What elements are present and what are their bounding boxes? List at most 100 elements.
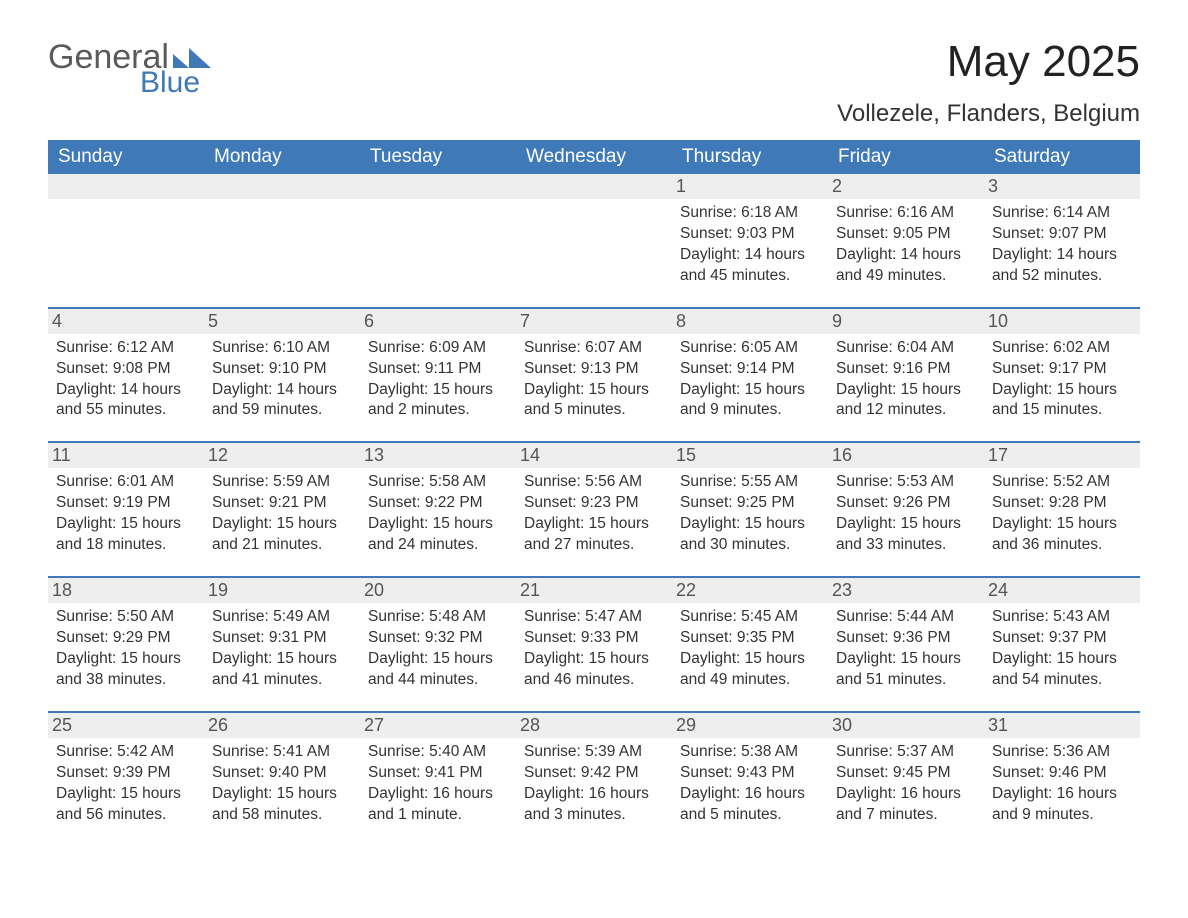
day-body: Sunrise: 6:18 AMSunset: 9:03 PMDaylight:… — [680, 203, 820, 287]
day-number: 20 — [360, 578, 516, 603]
sunrise-text: Sunrise: 5:55 AM — [680, 472, 820, 493]
daylight-text: Daylight: 15 hours and 24 minutes. — [368, 514, 508, 556]
day-body: Sunrise: 5:37 AMSunset: 9:45 PMDaylight:… — [836, 742, 976, 826]
header-row: General Blue May 2025 Vollezele, Flander… — [48, 40, 1140, 128]
sunset-text: Sunset: 9:23 PM — [524, 493, 664, 514]
sunset-text: Sunset: 9:28 PM — [992, 493, 1132, 514]
sunset-text: Sunset: 9:22 PM — [368, 493, 508, 514]
daylight-text: Daylight: 15 hours and 36 minutes. — [992, 514, 1132, 556]
daylight-text: Daylight: 16 hours and 9 minutes. — [992, 784, 1132, 826]
sunset-text: Sunset: 9:10 PM — [212, 359, 352, 380]
sunset-text: Sunset: 9:05 PM — [836, 224, 976, 245]
calendar-week: 11Sunrise: 6:01 AMSunset: 9:19 PMDayligh… — [48, 442, 1140, 577]
weekday-header: Sunday — [48, 140, 204, 174]
daylight-text: Daylight: 15 hours and 38 minutes. — [56, 649, 196, 691]
weekday-header: Saturday — [984, 140, 1140, 174]
sunrise-text: Sunrise: 5:36 AM — [992, 742, 1132, 763]
day-number: 13 — [360, 443, 516, 468]
calendar-cell: 11Sunrise: 6:01 AMSunset: 9:19 PMDayligh… — [48, 442, 204, 577]
daylight-text: Daylight: 15 hours and 56 minutes. — [56, 784, 196, 826]
sunrise-text: Sunrise: 5:44 AM — [836, 607, 976, 628]
daylight-text: Daylight: 15 hours and 58 minutes. — [212, 784, 352, 826]
daylight-text: Daylight: 15 hours and 12 minutes. — [836, 380, 976, 422]
day-body: Sunrise: 5:42 AMSunset: 9:39 PMDaylight:… — [56, 742, 196, 826]
brand-name-part2: Blue — [140, 68, 200, 98]
sunrise-text: Sunrise: 5:58 AM — [368, 472, 508, 493]
daylight-text: Daylight: 14 hours and 59 minutes. — [212, 380, 352, 422]
calendar-cell: 22Sunrise: 5:45 AMSunset: 9:35 PMDayligh… — [672, 577, 828, 712]
daylight-text: Daylight: 15 hours and 30 minutes. — [680, 514, 820, 556]
sunset-text: Sunset: 9:40 PM — [212, 763, 352, 784]
sunrise-text: Sunrise: 5:38 AM — [680, 742, 820, 763]
day-body: Sunrise: 5:49 AMSunset: 9:31 PMDaylight:… — [212, 607, 352, 691]
daylight-text: Daylight: 15 hours and 18 minutes. — [56, 514, 196, 556]
calendar-cell: 29Sunrise: 5:38 AMSunset: 9:43 PMDayligh… — [672, 712, 828, 846]
day-body: Sunrise: 6:10 AMSunset: 9:10 PMDaylight:… — [212, 338, 352, 422]
calendar-week: 25 Sunrise: 5:42 AMSunset: 9:39 PMDayligh… — [48, 712, 1140, 846]
day-body: Sunrise: 5:43 AMSunset: 9:37 PMDaylight:… — [992, 607, 1132, 691]
sunset-text: Sunset: 9:46 PM — [992, 763, 1132, 784]
sunset-text: Sunset: 9:26 PM — [836, 493, 976, 514]
brand-logo: General Blue — [48, 40, 211, 98]
weekday-header: Tuesday — [360, 140, 516, 174]
sunset-text: Sunset: 9:35 PM — [680, 628, 820, 649]
sunrise-text: Sunrise: 5:52 AM — [992, 472, 1132, 493]
sunrise-text: Sunrise: 5:40 AM — [368, 742, 508, 763]
day-body: Sunrise: 6:02 AMSunset: 9:17 PMDaylight:… — [992, 338, 1132, 422]
calendar-week: 18Sunrise: 5:50 AMSunset: 9:29 PMDayligh… — [48, 577, 1140, 712]
calendar-cell: 20Sunrise: 5:48 AMSunset: 9:32 PMDayligh… — [360, 577, 516, 712]
sunrise-text: Sunrise: 6:12 AM — [56, 338, 196, 359]
calendar-cell — [360, 174, 516, 308]
daylight-text: Daylight: 14 hours and 45 minutes. — [680, 245, 820, 287]
calendar-cell: 31 Sunrise: 5:36 AMSunset: 9:46 PMDayligh… — [984, 712, 1140, 846]
daylight-text: Daylight: 15 hours and 5 minutes. — [524, 380, 664, 422]
day-number: 19 — [204, 578, 360, 603]
title-block: May 2025 Vollezele, Flanders, Belgium — [837, 40, 1140, 128]
calendar-header: SundayMondayTuesdayWednesdayThursdayFrid… — [48, 140, 1140, 174]
calendar-cell: 28 Sunrise: 5:39 AMSunset: 9:42 PMDayligh… — [516, 712, 672, 846]
daylight-text: Daylight: 15 hours and 51 minutes. — [836, 649, 976, 691]
calendar-cell: 24Sunrise: 5:43 AMSunset: 9:37 PMDayligh… — [984, 577, 1140, 712]
sunrise-text: Sunrise: 6:10 AM — [212, 338, 352, 359]
calendar-cell: 19 Sunrise: 5:49 AMSunset: 9:31 PMDayligh… — [204, 577, 360, 712]
day-body: Sunrise: 5:41 AMSunset: 9:40 PMDaylight:… — [212, 742, 352, 826]
day-number: 17 — [984, 443, 1140, 468]
daylight-text: Daylight: 16 hours and 3 minutes. — [524, 784, 664, 826]
weekday-header: Thursday — [672, 140, 828, 174]
sunset-text: Sunset: 9:37 PM — [992, 628, 1132, 649]
day-body: Sunrise: 5:44 AMSunset: 9:36 PMDaylight:… — [836, 607, 976, 691]
location-label: Vollezele, Flanders, Belgium — [837, 100, 1140, 128]
day-body: Sunrise: 5:40 AMSunset: 9:41 PMDaylight:… — [368, 742, 508, 826]
day-number — [360, 174, 516, 199]
sunrise-text: Sunrise: 6:05 AM — [680, 338, 820, 359]
weekday-header: Friday — [828, 140, 984, 174]
daylight-text: Daylight: 15 hours and 27 minutes. — [524, 514, 664, 556]
day-number: 16 — [828, 443, 984, 468]
day-number: 28 — [516, 713, 672, 738]
daylight-text: Daylight: 15 hours and 46 minutes. — [524, 649, 664, 691]
day-number: 22 — [672, 578, 828, 603]
calendar-cell: 4Sunrise: 6:12 AMSunset: 9:08 PMDaylight… — [48, 308, 204, 443]
day-number: 31 — [984, 713, 1140, 738]
daylight-text: Daylight: 15 hours and 2 minutes. — [368, 380, 508, 422]
day-number: 25 — [48, 713, 204, 738]
calendar-cell: 15Sunrise: 5:55 AMSunset: 9:25 PMDayligh… — [672, 442, 828, 577]
calendar-cell: 30Sunrise: 5:37 AMSunset: 9:45 PMDayligh… — [828, 712, 984, 846]
sunset-text: Sunset: 9:19 PM — [56, 493, 196, 514]
sunset-text: Sunset: 9:08 PM — [56, 359, 196, 380]
day-body: Sunrise: 5:39 AMSunset: 9:42 PMDaylight:… — [524, 742, 664, 826]
calendar-cell: 17 Sunrise: 5:52 AMSunset: 9:28 PMDayligh… — [984, 442, 1140, 577]
day-body: Sunrise: 6:07 AMSunset: 9:13 PMDaylight:… — [524, 338, 664, 422]
sunrise-text: Sunrise: 5:59 AM — [212, 472, 352, 493]
calendar-cell — [516, 174, 672, 308]
sunset-text: Sunset: 9:41 PM — [368, 763, 508, 784]
day-number: 10 — [984, 309, 1140, 334]
day-body: Sunrise: 6:16 AMSunset: 9:05 PMDaylight:… — [836, 203, 976, 287]
sunset-text: Sunset: 9:36 PM — [836, 628, 976, 649]
calendar-cell: 12Sunrise: 5:59 AMSunset: 9:21 PMDayligh… — [204, 442, 360, 577]
calendar-cell: 7Sunrise: 6:07 AMSunset: 9:13 PMDaylight… — [516, 308, 672, 443]
sunset-text: Sunset: 9:42 PM — [524, 763, 664, 784]
sunrise-text: Sunrise: 6:07 AM — [524, 338, 664, 359]
day-number: 8 — [672, 309, 828, 334]
calendar-cell: 21Sunrise: 5:47 AMSunset: 9:33 PMDayligh… — [516, 577, 672, 712]
